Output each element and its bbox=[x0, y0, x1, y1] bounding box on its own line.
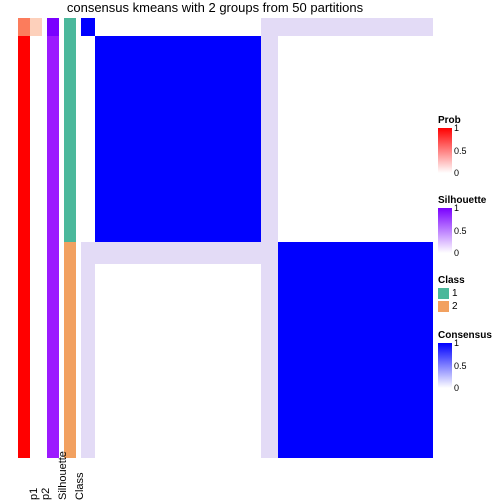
annotation-segment bbox=[47, 242, 59, 458]
column-label-sil: Silhouette bbox=[57, 451, 69, 500]
column-label-p2: p2 bbox=[40, 488, 52, 500]
legend-swatch bbox=[438, 288, 449, 299]
annotation-segment bbox=[64, 18, 76, 242]
annotation-col-p2 bbox=[30, 18, 42, 458]
legend-tick: 1 bbox=[454, 339, 459, 348]
heatmap-cell bbox=[278, 242, 433, 458]
legend-consensus: Consensus 10.50 bbox=[438, 330, 492, 388]
annotation-segment bbox=[30, 18, 42, 36]
annotation-segment bbox=[64, 242, 76, 458]
annotation-segment bbox=[18, 242, 30, 458]
heatmap-cell bbox=[278, 36, 433, 243]
consensus-heatmap bbox=[81, 18, 433, 458]
annotation-col-silhouette bbox=[47, 18, 59, 458]
annotation-segment bbox=[18, 18, 30, 36]
legend-swatch bbox=[438, 301, 449, 312]
legend-tick: 0.5 bbox=[454, 227, 467, 236]
legend-tick: 1 bbox=[454, 204, 459, 213]
page-title: consensus kmeans with 2 groups from 50 p… bbox=[0, 0, 430, 15]
legend-swatch-row: 2 bbox=[438, 301, 465, 312]
plot-area bbox=[18, 18, 433, 458]
column-label-class: Class bbox=[74, 472, 86, 500]
column-label-p1: p1 bbox=[28, 488, 40, 500]
legend-silhouette: Silhouette 10.50 bbox=[438, 195, 486, 253]
heatmap-cell bbox=[261, 260, 279, 458]
annotation-col-p1 bbox=[18, 18, 30, 458]
legend-title: Silhouette bbox=[438, 195, 486, 206]
legend-swatch-label: 2 bbox=[452, 301, 458, 312]
annotation-segment bbox=[30, 242, 42, 458]
legend-tick: 0.5 bbox=[454, 362, 467, 371]
legend-prob: Prob10.50 bbox=[438, 115, 461, 173]
legend-colorbar: 10.50 bbox=[438, 343, 452, 388]
legend-tick: 0 bbox=[454, 249, 459, 258]
heatmap-cell bbox=[81, 36, 95, 243]
annotation-segment bbox=[18, 36, 30, 243]
annotation-segment bbox=[47, 18, 59, 36]
legend-swatch-row: 1 bbox=[438, 288, 465, 299]
legend-tick: 0.5 bbox=[454, 147, 467, 156]
heatmap-cell bbox=[95, 36, 260, 243]
heatmap-cell bbox=[81, 18, 95, 36]
heatmap-cell bbox=[81, 242, 95, 458]
column-labels-container: p1p2SilhouetteClass bbox=[18, 462, 433, 502]
legend-swatch-label: 1 bbox=[452, 288, 458, 299]
annotation-col-class bbox=[64, 18, 76, 458]
legend-tick: 0 bbox=[454, 169, 459, 178]
annotation-segment bbox=[30, 36, 42, 243]
legend-class: Class 1 2 bbox=[438, 275, 465, 312]
heatmap-cell bbox=[261, 18, 433, 36]
heatmap-cell bbox=[95, 18, 260, 36]
annotation-segment bbox=[47, 36, 59, 243]
heatmap-cell bbox=[261, 36, 279, 243]
legend-colorbar: 10.50 bbox=[438, 208, 452, 253]
heatmap-cell bbox=[95, 264, 260, 458]
legend-title: Class bbox=[438, 275, 465, 286]
legend-title: Consensus bbox=[438, 330, 492, 341]
legend-colorbar: 10.50 bbox=[438, 128, 452, 173]
legend-tick: 1 bbox=[454, 124, 459, 133]
legend-tick: 0 bbox=[454, 384, 459, 393]
heatmap-cell bbox=[95, 242, 278, 264]
